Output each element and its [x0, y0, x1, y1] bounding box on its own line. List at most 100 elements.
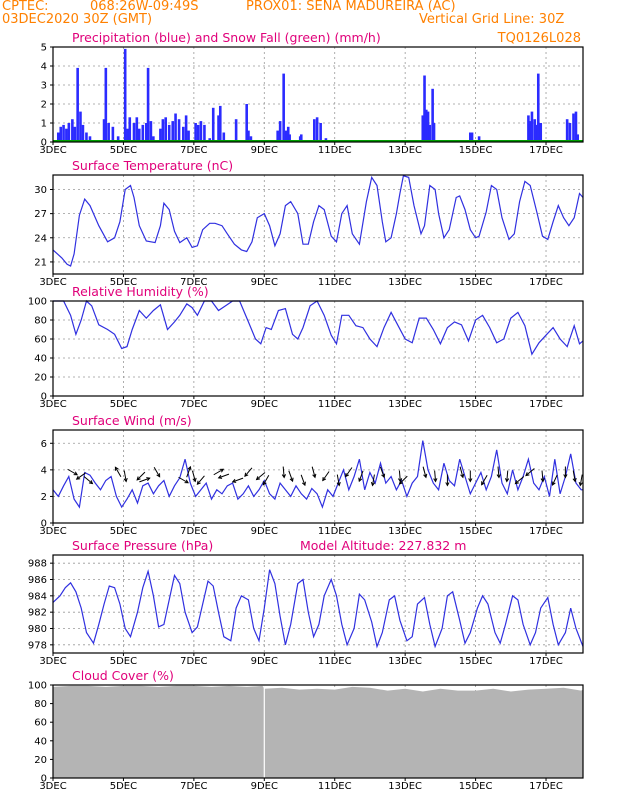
x-tick-label: 9DEC: [251, 399, 278, 410]
wind-arrow: [370, 474, 376, 487]
x-tick-label: 9DEC: [251, 145, 278, 156]
wind-arrow: [139, 477, 151, 483]
y-tick-label: 21: [34, 257, 47, 268]
precip-bar: [276, 130, 279, 142]
precip-bar: [167, 124, 171, 142]
precip-bar: [126, 128, 129, 142]
x-tick-label: 17DEC: [529, 399, 563, 410]
panel-title: Surface Wind (m/s): [72, 413, 192, 428]
precip-bar: [288, 134, 291, 142]
header-coordinates: 068:26W-09:49S: [90, 0, 199, 14]
x-tick-label: 7DEC: [180, 781, 207, 792]
precip-bar: [245, 104, 248, 142]
precip-bar: [284, 130, 288, 142]
wind-arrow: [191, 470, 197, 483]
wind-arrow: [322, 471, 330, 482]
precip-bar: [572, 113, 575, 142]
y-tick-label: 27: [34, 209, 47, 220]
precip-bar: [530, 111, 534, 142]
precip-bar: [71, 119, 74, 142]
wind-arrow: [445, 474, 450, 487]
precip-bar: [79, 111, 82, 142]
precip-bar: [67, 123, 71, 142]
precip-bar: [181, 126, 185, 142]
x-tick-label: 11DEC: [318, 656, 352, 667]
precip-bar: [424, 109, 428, 142]
wind-arrow: [281, 466, 287, 479]
x-tick-label: 17DEC: [529, 656, 563, 667]
x-tick-label: 11DEC: [318, 781, 352, 792]
precip-bar: [278, 121, 282, 142]
wind-arrow: [551, 474, 558, 486]
panel-precip: 0 1 2 3 4 5 3DEC 5DEC 7DEC 9DEC 11DEC 13DEC 15DEC 17D…: [39, 30, 584, 156]
x-tick-label: 17DEC: [529, 145, 563, 156]
x-tick-label: 5DEC: [110, 145, 137, 156]
precip-bar: [111, 126, 115, 142]
wind-arrow: [578, 474, 583, 487]
precip-bar: [477, 136, 481, 142]
precip-bar: [534, 124, 538, 142]
y-tick-label: 4: [41, 465, 47, 476]
x-tick-label: 13DEC: [388, 781, 422, 792]
x-tick-label: 7DEC: [180, 526, 207, 537]
wind-arrow: [311, 466, 317, 479]
wind-arrow: [563, 466, 568, 479]
plot-frame: [52, 684, 584, 779]
precip-bar: [56, 132, 60, 142]
precip-bar: [533, 119, 537, 142]
plot-frame: [52, 554, 584, 654]
precip-bar: [123, 48, 127, 142]
pres-line: [52, 568, 584, 649]
plot-frame: [52, 300, 584, 397]
wind-arrow: [481, 474, 488, 486]
precip-bar: [565, 119, 569, 142]
y-tick-label: 988: [28, 559, 47, 570]
precip-bar: [196, 124, 200, 142]
precip-bar: [116, 136, 120, 142]
wind-arrow: [358, 470, 364, 483]
y-tick-label: 4: [41, 62, 47, 73]
wind-line: [52, 440, 583, 509]
precip-bar: [171, 121, 175, 142]
wind-arrow: [213, 468, 225, 476]
y-tick-label: 6: [41, 439, 47, 450]
wind-arrow: [468, 470, 473, 483]
y-tick-label: 24: [34, 233, 47, 244]
precip-bar: [132, 123, 136, 142]
wind-arrow: [255, 472, 266, 481]
x-tick-label: 9DEC: [251, 781, 278, 792]
x-tick-label: 15DEC: [459, 656, 493, 667]
precip-bar: [59, 126, 63, 142]
wind-arrow: [178, 476, 189, 484]
wind-arrow: [345, 467, 353, 478]
precip-bar: [149, 121, 153, 142]
cloud-cover-area: [53, 685, 583, 778]
y-tick-label: 60: [34, 718, 47, 729]
rh-line: [53, 299, 584, 356]
panel-title: Surface Temperature (nC): [72, 158, 233, 173]
y-tick-label: 20: [34, 755, 47, 766]
wind-arrow: [398, 470, 403, 483]
precip-bar: [88, 136, 92, 142]
y-tick-label: 986: [28, 575, 47, 586]
precip-bar: [145, 123, 148, 142]
panel-pres: 978 980 982 984 986 988 3DEC 5DEC 7DEC 9DEC 11DEC 1…: [28, 538, 584, 667]
precip-bar: [428, 124, 432, 142]
wind-arrow: [459, 466, 465, 479]
precip-bar: [421, 115, 425, 142]
run-id: TQ0126L028: [497, 31, 581, 46]
x-tick-label: 13DEC: [388, 399, 422, 410]
x-tick-label: 5DEC: [110, 399, 137, 410]
precip-bar: [203, 124, 206, 142]
wind-arrow: [136, 471, 146, 481]
precip-bar: [137, 128, 141, 142]
precip-bar: [85, 132, 88, 142]
x-tick-label: 15DEC: [459, 399, 493, 410]
precip-bar: [76, 67, 79, 142]
wind-arrow: [83, 476, 94, 485]
wind-arrow: [153, 466, 161, 478]
precip-bar: [222, 132, 226, 142]
x-tick-label: 5DEC: [110, 277, 137, 288]
precip-bar: [536, 73, 540, 142]
